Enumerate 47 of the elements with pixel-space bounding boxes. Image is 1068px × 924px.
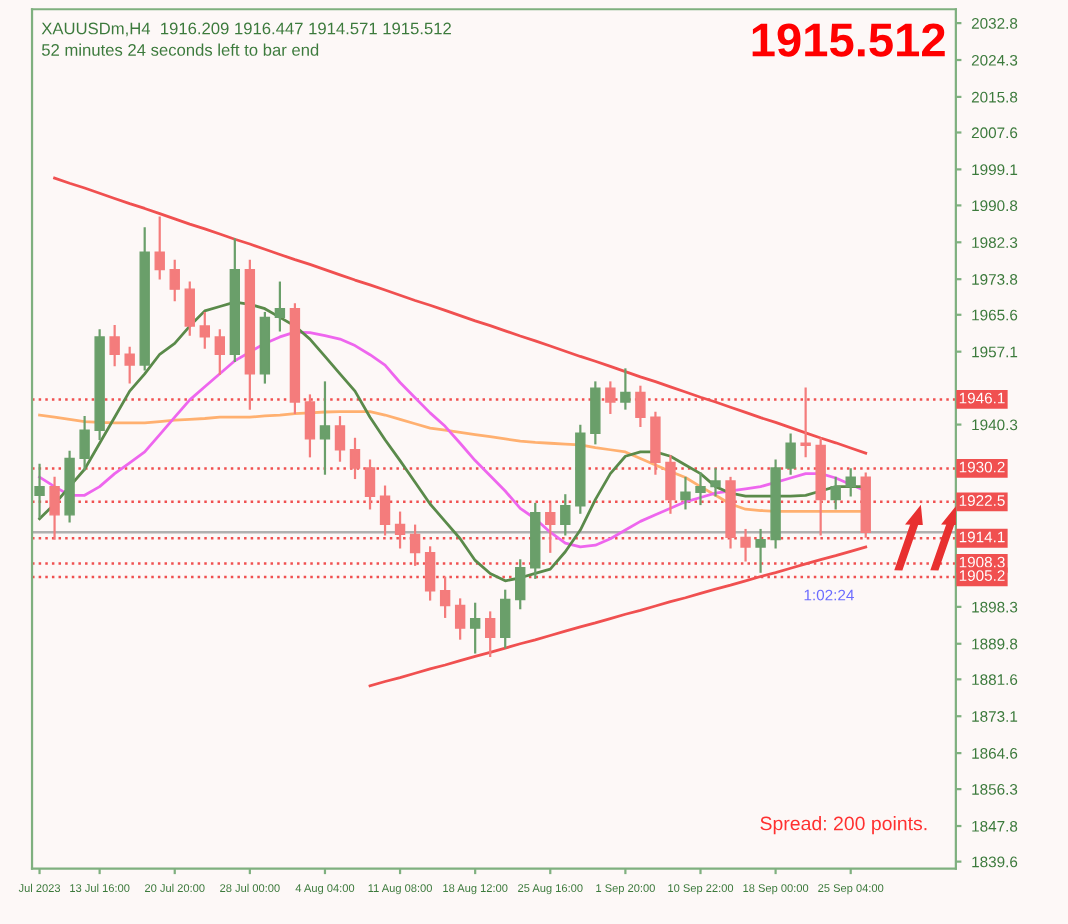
- candlestick: [830, 476, 841, 510]
- candlestick: [49, 476, 60, 540]
- candlestick: [845, 468, 856, 497]
- candlestick: [590, 381, 601, 445]
- annotation: XAUUSDm,H4 1916.209 1916.447 1914.571 1915.512: [41, 22, 451, 37]
- candlestick: [184, 281, 195, 336]
- candlestick: [424, 546, 436, 601]
- candlestick: [439, 576, 451, 618]
- candlestick: [500, 589, 511, 649]
- candlestick: [469, 602, 481, 654]
- annotation: 52 minutes 24 seconds left to bar end: [41, 43, 319, 56]
- candlestick: [695, 472, 706, 506]
- candlestick: [274, 281, 286, 332]
- candlestick: [484, 611, 496, 658]
- candlestick: [319, 381, 331, 475]
- candlestick: [34, 463, 45, 519]
- candlestick: [124, 346, 135, 384]
- candlestick: [334, 416, 346, 462]
- candlestick: [394, 511, 406, 549]
- candlestick: [545, 502, 556, 553]
- candlestick: [620, 368, 631, 410]
- candlestick: [800, 387, 811, 458]
- candlestick: [560, 494, 571, 536]
- candlestick: [214, 329, 226, 375]
- candlestick: [304, 394, 316, 458]
- candlestick: [109, 324, 120, 367]
- candlestick: [680, 476, 691, 510]
- candlestick: [650, 411, 661, 475]
- candlestick: [154, 216, 165, 280]
- candlestick: [665, 455, 676, 514]
- candlestick: [199, 311, 210, 349]
- candlestick: [710, 468, 721, 497]
- candlestick: [349, 437, 361, 480]
- candlestick: [169, 259, 180, 302]
- candlestick: [740, 528, 751, 562]
- annotation: 1915.512: [752, 23, 945, 57]
- candlestick: [379, 485, 391, 536]
- candlestick: [785, 433, 796, 475]
- candlestick: [409, 524, 421, 566]
- candlestick: [755, 528, 766, 573]
- candlestick: [79, 416, 90, 471]
- annotation: Spread: 200 points.: [760, 816, 927, 835]
- candlestick: [635, 385, 646, 427]
- candlestick: [364, 459, 376, 510]
- candlestick: [605, 381, 616, 414]
- candlestick: [515, 559, 526, 610]
- candlestick: [454, 598, 466, 640]
